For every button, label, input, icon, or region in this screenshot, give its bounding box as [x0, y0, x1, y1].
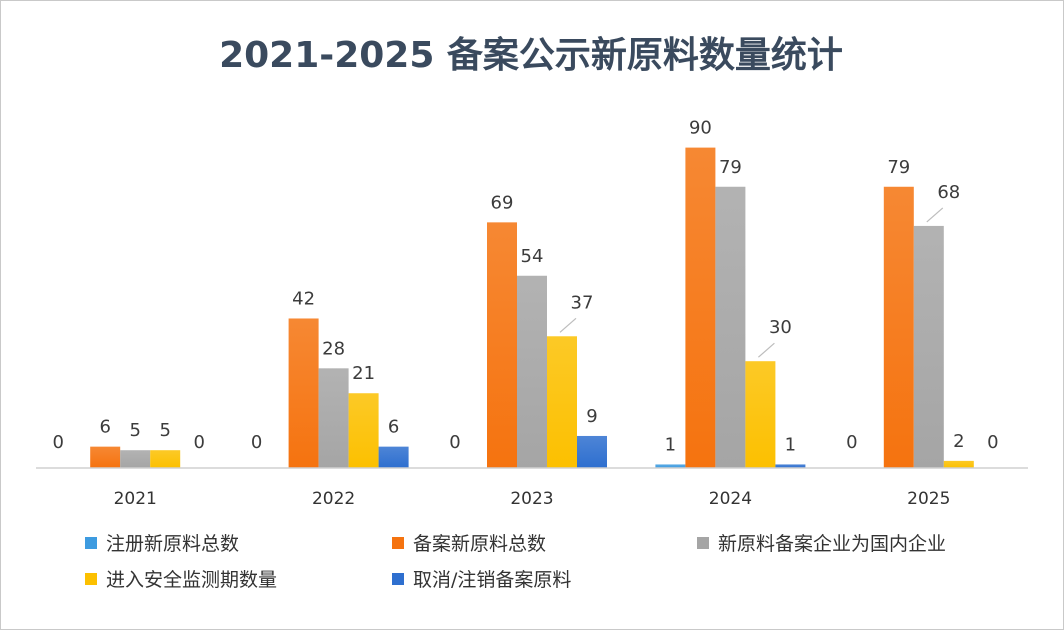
x-tick-label-2022: 2022: [312, 489, 355, 509]
bar-2025-series-3: [943, 460, 974, 468]
x-tick-label-2025: 2025: [907, 489, 950, 509]
bar-2024-series-3: [745, 361, 776, 468]
bar-2022-series-2: [318, 368, 349, 468]
bar-2023-series-3: [547, 336, 577, 468]
data-label-2025-series-4: 0: [987, 432, 998, 453]
data-label-2021-series-3: 5: [159, 420, 170, 441]
data-label-2022-series-2: 28: [322, 338, 345, 359]
legend-label-0: 注册新原料总数: [106, 533, 239, 555]
data-label-2023-series-4: 9: [586, 406, 597, 427]
legend-swatch-0: [85, 537, 97, 549]
bar-2024-series-0: [655, 464, 686, 468]
bars-group: [90, 147, 974, 468]
leader-line: [559, 317, 577, 333]
x-tick-label-2024: 2024: [709, 489, 752, 509]
data-label-2022-series-0: 0: [251, 432, 262, 453]
data-label-2024-series-3: 30: [769, 317, 792, 338]
data-label-2024-series-2: 79: [719, 157, 742, 178]
data-label-2025-series-3: 2: [953, 431, 964, 452]
bar-2024-series-4: [775, 464, 806, 468]
legend-label-3: 进入安全监测期数量: [106, 569, 277, 591]
bar-2025-series-1: [883, 186, 914, 468]
legend-swatch-3: [85, 573, 97, 585]
data-label-2021-series-0: 0: [52, 432, 63, 453]
data-label-2024-series-1: 90: [689, 118, 712, 139]
data-label-2025-series-1: 79: [887, 157, 910, 178]
bar-2023-series-1: [487, 222, 517, 468]
data-label-2025-series-0: 0: [846, 432, 857, 453]
bar-2022-series-1: [288, 318, 319, 468]
x-tick-label-2023: 2023: [510, 489, 553, 509]
legend-label-1: 备案新原料总数: [413, 533, 546, 555]
bar-2025-series-2: [913, 225, 944, 468]
legend-swatch-2: [697, 537, 709, 549]
data-label-2021-series-2: 5: [129, 420, 140, 441]
data-label-2021-series-1: 6: [99, 417, 110, 438]
bar-2021-series-1: [90, 446, 121, 468]
data-label-2023-series-3: 37: [571, 292, 594, 313]
bar-2022-series-3: [348, 393, 379, 468]
leader-line: [758, 342, 775, 358]
bar-2022-series-4: [378, 446, 409, 468]
bar-2024-series-1: [685, 147, 716, 468]
legend-swatch-1: [392, 537, 404, 549]
bar-2021-series-2: [120, 450, 151, 468]
legend-label-2: 新原料备案企业为国内企业: [718, 533, 946, 555]
data-label-2023-series-2: 54: [521, 246, 544, 267]
bar-2021-series-3: [150, 450, 181, 468]
data-label-2024-series-4: 1: [785, 434, 796, 455]
leader-line: [926, 207, 944, 223]
x-tick-labels-group: 2021 2022 2023 2024 2025: [114, 489, 951, 509]
bar-2023-series-4: [577, 435, 607, 468]
data-label-2021-series-4: 0: [193, 432, 204, 453]
legend-label-4: 取消/注销备案原料: [413, 569, 571, 591]
bar-2024-series-2: [715, 186, 746, 468]
data-label-2025-series-2: 68: [937, 182, 960, 203]
data-label-2022-series-3: 21: [352, 363, 375, 384]
data-label-2023-series-1: 69: [491, 192, 514, 213]
data-label-2022-series-4: 6: [388, 417, 399, 438]
data-label-2023-series-0: 0: [449, 432, 460, 453]
data-label-2024-series-0: 1: [665, 434, 676, 455]
bar-2023-series-2: [517, 275, 547, 468]
x-tick-label-2021: 2021: [114, 489, 157, 509]
chart-title: 2021-2025 备案公示新原料数量统计: [219, 35, 843, 76]
data-label-2022-series-1: 42: [292, 288, 315, 309]
legend-swatch-4: [392, 573, 404, 585]
